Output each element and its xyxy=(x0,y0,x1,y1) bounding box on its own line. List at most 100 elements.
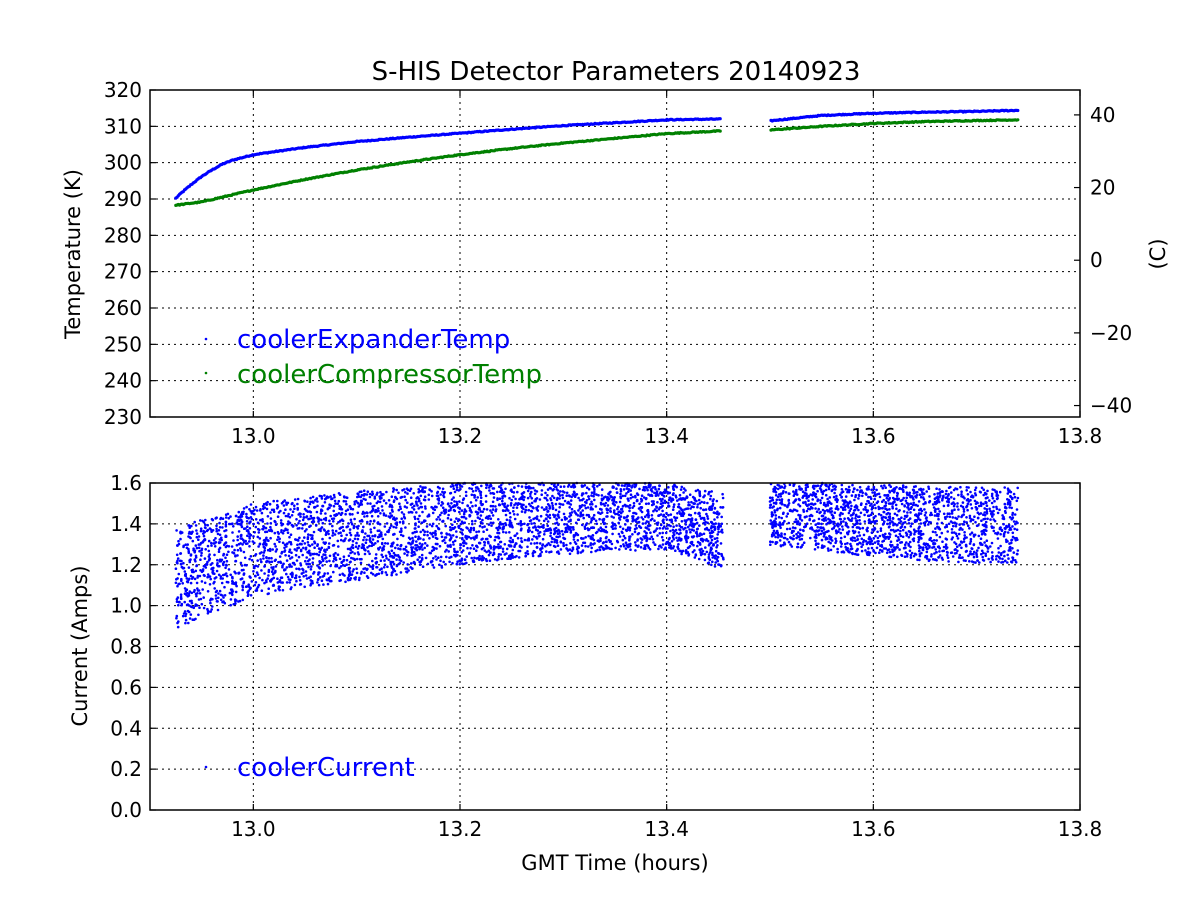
data-point xyxy=(509,521,513,525)
data-point xyxy=(376,521,380,524)
data-point xyxy=(184,574,188,578)
data-point xyxy=(246,525,249,528)
data-point xyxy=(189,581,193,585)
data-point xyxy=(254,525,258,529)
data-point xyxy=(619,488,623,491)
data-point xyxy=(565,530,569,533)
data-point xyxy=(669,544,673,547)
data-point xyxy=(530,522,533,525)
data-point xyxy=(643,515,647,518)
data-point xyxy=(453,490,457,494)
data-point xyxy=(269,517,273,520)
data-point xyxy=(587,528,590,532)
data-point xyxy=(195,594,198,598)
data-point xyxy=(443,491,447,494)
data-point xyxy=(384,533,387,536)
data-point xyxy=(715,512,719,515)
data-point xyxy=(581,509,584,512)
data-point xyxy=(406,488,410,492)
data-point xyxy=(453,500,456,503)
data-point xyxy=(366,546,369,549)
data-point xyxy=(291,510,295,513)
data-point xyxy=(708,551,712,554)
data-point xyxy=(351,570,355,573)
data-point xyxy=(697,557,701,561)
data-point xyxy=(487,553,491,557)
data-point xyxy=(662,520,665,524)
data-point xyxy=(605,535,608,539)
data-point xyxy=(204,563,208,566)
data-point xyxy=(222,560,226,564)
data-point xyxy=(573,483,576,487)
data-point xyxy=(307,505,311,509)
data-point xyxy=(451,484,455,488)
data-point xyxy=(331,531,335,535)
data-point xyxy=(583,504,586,507)
data-point xyxy=(591,516,595,519)
data-point xyxy=(280,550,284,554)
data-point xyxy=(614,546,617,550)
data-point xyxy=(287,554,291,558)
data-point xyxy=(449,508,452,512)
data-point xyxy=(239,547,242,550)
data-point xyxy=(363,552,367,556)
data-point xyxy=(419,494,423,498)
data-point xyxy=(664,542,668,546)
data-point xyxy=(464,510,468,513)
data-point xyxy=(509,544,513,548)
legend-marker-expander xyxy=(204,337,208,341)
data-point xyxy=(333,495,336,499)
data-point xyxy=(523,538,527,542)
data-point xyxy=(537,554,541,558)
data-point xyxy=(299,515,302,518)
data-point xyxy=(448,504,451,508)
data-point xyxy=(341,572,344,576)
data-point xyxy=(306,541,310,544)
data-point xyxy=(333,533,337,536)
data-point xyxy=(311,581,314,585)
data-point xyxy=(499,487,503,490)
data-point xyxy=(490,511,494,514)
data-point xyxy=(353,517,356,521)
data-point xyxy=(413,550,416,554)
data-point xyxy=(211,529,215,532)
data-point xyxy=(644,531,648,535)
data-point xyxy=(637,516,640,519)
data-point xyxy=(366,502,370,505)
data-point xyxy=(298,519,301,523)
data-point xyxy=(204,548,207,551)
data-point xyxy=(400,511,404,514)
data-point xyxy=(713,518,716,521)
data-point xyxy=(180,531,184,534)
data-point xyxy=(225,559,229,563)
data-point xyxy=(177,539,180,543)
data-point xyxy=(286,542,289,545)
data-point xyxy=(262,551,266,554)
data-point xyxy=(438,513,442,517)
data-point xyxy=(421,528,425,532)
data-point xyxy=(561,503,565,506)
data-point xyxy=(677,503,681,506)
data-point xyxy=(650,493,653,497)
data-point xyxy=(641,518,645,521)
data-point xyxy=(622,488,626,491)
data-point xyxy=(609,507,612,510)
data-point xyxy=(284,527,287,531)
data-point xyxy=(596,485,599,488)
data-point xyxy=(329,575,333,579)
data-point xyxy=(705,550,709,554)
data-point xyxy=(709,536,713,539)
data-point xyxy=(702,495,705,499)
data-point xyxy=(387,558,391,562)
data-point xyxy=(562,541,565,545)
data-point xyxy=(175,614,179,618)
data-point xyxy=(284,554,287,557)
data-point xyxy=(368,522,372,526)
data-point xyxy=(669,524,672,528)
data-point xyxy=(611,527,615,530)
data-point xyxy=(364,498,367,502)
data-point xyxy=(237,542,241,546)
data-point xyxy=(593,498,596,502)
data-point xyxy=(529,519,533,522)
data-point xyxy=(189,574,193,578)
